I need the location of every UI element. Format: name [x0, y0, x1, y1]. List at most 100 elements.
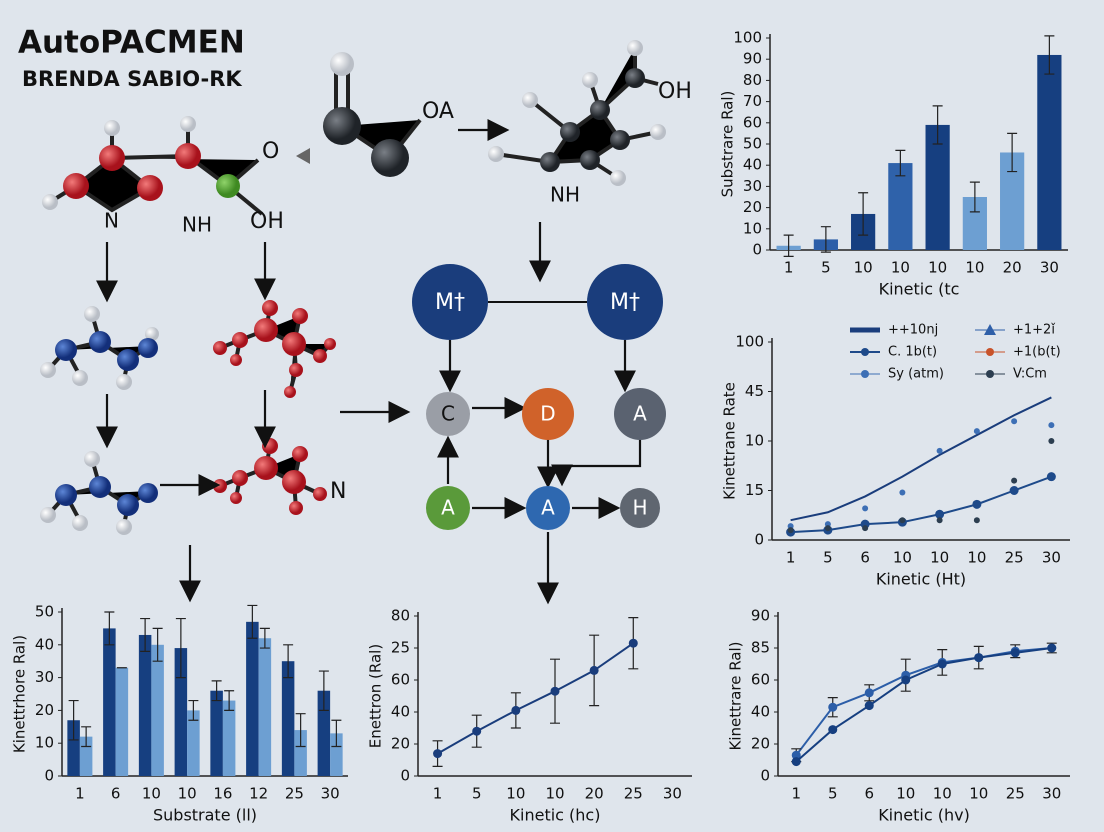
atom-label: N: [330, 479, 346, 504]
bar: [103, 628, 116, 776]
error-bar: [1044, 35, 1055, 75]
atom-label: NH: [550, 183, 580, 207]
marker: [1010, 648, 1020, 658]
x-axis-label: Substrate (ll): [153, 806, 257, 825]
legend-label: V:Cm: [1013, 367, 1047, 382]
x-tick-label: 6: [864, 785, 874, 803]
x-axis-label: Kinetic (tc: [879, 280, 960, 299]
y-tick-label: 60: [751, 671, 770, 689]
x-tick-label: 10: [506, 785, 525, 803]
y-tick-label: 0: [44, 767, 54, 785]
x-tick-label: 10: [933, 785, 952, 803]
x-tick-label: 25: [285, 785, 304, 803]
error-bar: [211, 680, 222, 702]
x-tick-label: 10: [142, 785, 161, 803]
y-tick-label: 15: [745, 481, 764, 499]
y-axis-label: Substrare Ral): [719, 91, 737, 198]
marker: [550, 686, 560, 696]
y-tick-label: 60: [743, 113, 762, 131]
node: [526, 486, 570, 530]
marker: [511, 705, 521, 715]
marker: [791, 750, 801, 760]
marker: [1048, 422, 1055, 429]
bar: [138, 634, 152, 776]
error-bar: [81, 726, 92, 748]
x-tick-label: 30: [321, 785, 340, 803]
molecule-3: [488, 40, 666, 186]
y-tick-label: 45: [745, 382, 764, 400]
y-tick-label: 20: [743, 198, 762, 216]
bar: [1037, 54, 1062, 251]
x-tick-label: 10: [965, 259, 984, 277]
y-tick-label: 80: [743, 71, 762, 89]
x-tick-label: 10: [928, 259, 947, 277]
error-bar: [1007, 132, 1018, 173]
legend-marker: [861, 348, 869, 356]
marker: [1011, 477, 1018, 484]
x-tick-label: 5: [823, 549, 833, 567]
marker: [862, 505, 869, 512]
arrows: [96, 222, 642, 605]
line: [795, 647, 1052, 763]
x-axis-label: Kinetic (hc): [510, 806, 601, 825]
x-tick-label: 6: [860, 549, 870, 567]
marker: [1046, 472, 1056, 482]
line: [790, 396, 1052, 522]
title: AutoPACMEN: [18, 25, 245, 61]
marker: [472, 726, 482, 736]
error-bar: [247, 604, 258, 639]
node-label: H: [632, 496, 647, 520]
node: [620, 488, 660, 528]
bar: [210, 690, 223, 776]
x-tick-label: 1: [784, 259, 794, 277]
x-tick-label: 10: [893, 549, 912, 567]
error-bar: [259, 627, 270, 649]
bar: [187, 710, 200, 776]
marker: [935, 509, 945, 519]
y-tick-label: 40: [751, 703, 770, 721]
marker: [824, 525, 831, 532]
y-tick-label: 90: [743, 50, 762, 68]
marker: [1009, 486, 1019, 495]
bar: [222, 700, 236, 776]
node: [426, 486, 470, 530]
molecule-red: [213, 300, 336, 398]
molecule-2: [296, 52, 422, 177]
bar: [151, 644, 164, 776]
marker: [899, 489, 906, 496]
node-label: A: [441, 496, 455, 520]
error-bar: [318, 670, 329, 711]
x-tick-label: 10: [178, 785, 197, 803]
y-axis-label: Kinettrane Rate: [721, 382, 739, 500]
y-tick-label: 40: [391, 703, 410, 721]
marker: [864, 701, 874, 711]
y-tick-label: 50: [743, 135, 762, 153]
bar: [67, 720, 80, 776]
atom-label: OH: [250, 209, 284, 234]
node-label: M†: [610, 290, 640, 315]
y-tick-label: 0: [400, 767, 410, 785]
marker: [1048, 438, 1055, 444]
node: [587, 264, 663, 340]
marker: [791, 757, 801, 767]
y-tick-label: 10: [745, 432, 764, 450]
legend-label: +1(b(t): [1013, 345, 1061, 360]
x-tick-label: 12: [249, 785, 268, 803]
x-tick-label: 25: [624, 785, 643, 803]
error-bar: [188, 699, 199, 721]
y-tick-label: 0: [754, 531, 764, 549]
y-axis-label: Kinettrare Ral): [727, 642, 745, 751]
legend-label: C. 1b(t): [888, 345, 937, 360]
x-tick-label: 10: [854, 259, 873, 277]
x-tick-label: 30: [1042, 549, 1061, 567]
x-tick-label: 5: [472, 785, 482, 803]
molecule-blue: [40, 306, 159, 390]
x-tick-label: 30: [663, 785, 682, 803]
marker: [973, 428, 980, 435]
bar: [115, 667, 129, 776]
error-bar: [140, 617, 151, 652]
x-tick-label: 5: [828, 785, 838, 803]
error-bar: [175, 617, 186, 679]
y-tick-label: 0: [752, 241, 762, 259]
